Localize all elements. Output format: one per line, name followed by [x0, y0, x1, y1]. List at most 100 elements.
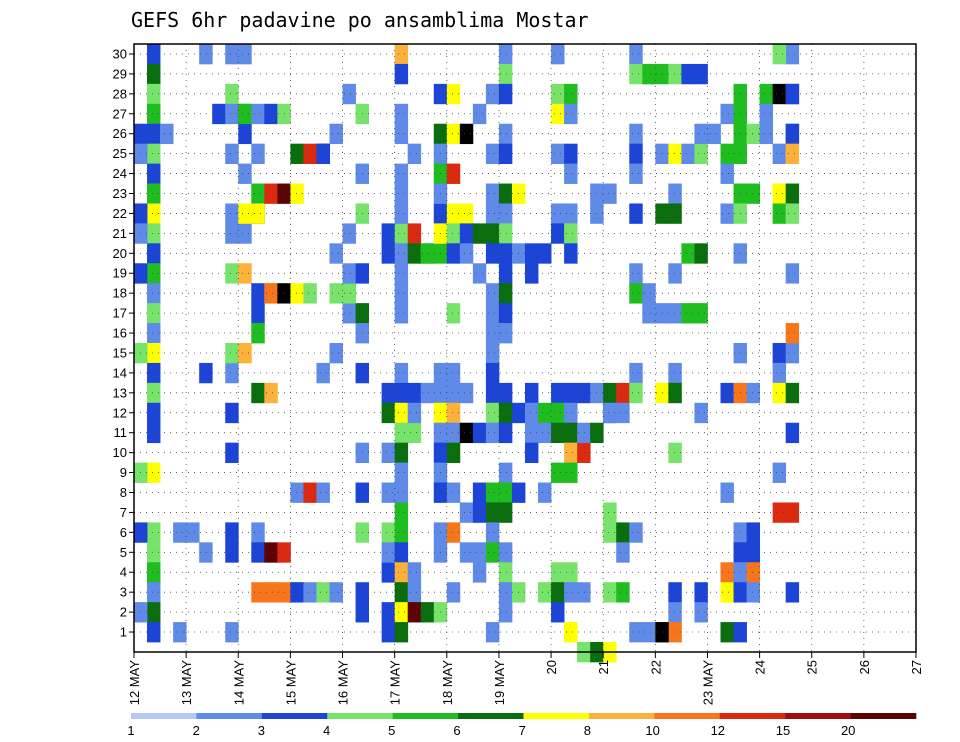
heatmap-cell	[238, 163, 252, 184]
heatmap-cell	[394, 243, 409, 264]
heatmap-cell	[603, 502, 617, 523]
y-tick-label: 13	[113, 385, 127, 400]
heatmap-cell	[759, 103, 774, 125]
heatmap-cell	[629, 63, 643, 85]
heatmap-cell	[485, 343, 500, 364]
heatmap-cell	[225, 263, 239, 284]
heatmap-cell	[485, 502, 500, 523]
heatmap-cell	[329, 283, 343, 304]
heatmap-cell	[498, 183, 513, 204]
heatmap-cell	[251, 582, 265, 603]
heatmap-cell	[564, 382, 578, 404]
heatmap-cell	[485, 143, 500, 164]
y-tick-label: 28	[113, 86, 127, 101]
heatmap-cell	[381, 243, 396, 264]
heatmap-cell	[316, 362, 330, 384]
heatmap-cell	[564, 582, 578, 603]
heatmap-cell	[629, 382, 643, 404]
heatmap-cell	[147, 83, 161, 105]
heatmap-cell	[147, 44, 161, 65]
x-tick-label: 12 MAY	[127, 660, 142, 706]
heatmap-cell	[772, 83, 787, 105]
heatmap-cell	[616, 382, 630, 404]
heatmap-cell	[147, 382, 161, 404]
heatmap-cell	[446, 362, 461, 384]
heatmap-cell	[407, 143, 422, 164]
heatmap-cell	[498, 422, 513, 444]
heatmap-cell	[564, 422, 578, 444]
heatmap-cell	[394, 462, 409, 483]
heatmap-cell	[564, 103, 578, 125]
colorbar-segment	[654, 713, 721, 719]
heatmap-cell	[394, 263, 409, 284]
heatmap-cell	[225, 223, 239, 244]
colorbar-segment	[850, 713, 917, 719]
heatmap-cell	[290, 482, 304, 503]
heatmap-cell	[772, 502, 787, 523]
heatmap-cell	[616, 522, 630, 543]
heatmap-cell	[538, 582, 552, 603]
heatmap-cell	[746, 183, 760, 204]
heatmap-cell	[668, 442, 682, 463]
y-axis: 1234567891011121314151617181920212223242…	[113, 46, 134, 640]
heatmap-cell	[394, 203, 409, 224]
y-tick-label: 26	[113, 126, 127, 141]
heatmap-cell	[459, 542, 474, 563]
colorbar-label: 7	[519, 723, 526, 738]
heatmap-cell	[446, 522, 461, 543]
heatmap-cell	[225, 402, 239, 424]
heatmap-cell	[564, 143, 578, 164]
heatmap-cell	[407, 422, 422, 444]
heatmap-cell	[772, 44, 787, 65]
y-tick-label: 25	[113, 146, 127, 161]
x-tick-label: 13 MAY	[179, 660, 194, 706]
y-tick-label: 12	[113, 405, 127, 420]
heatmap-cell	[251, 303, 265, 324]
heatmap-cell	[629, 163, 643, 184]
x-tick-label: 14 MAY	[231, 660, 246, 706]
heatmap-cell	[772, 203, 787, 224]
heatmap-cell	[147, 163, 161, 184]
heatmap-cell	[147, 243, 161, 264]
heatmap-cell	[629, 123, 643, 145]
colorbar: 1 2 3 4 5 6 7 8 10 12 15 20	[127, 713, 917, 738]
y-tick-label: 14	[113, 365, 127, 380]
heatmap-cell	[225, 362, 239, 384]
heatmap-cell	[720, 143, 734, 164]
heatmap-cell	[694, 63, 708, 85]
heatmap-cell	[394, 442, 409, 463]
heatmap-cell	[498, 123, 513, 145]
heatmap-cell	[394, 382, 409, 404]
heatmap-cell	[394, 422, 409, 444]
heatmap-cell	[642, 283, 656, 304]
heatmap-cell	[147, 582, 161, 603]
heatmap-cell	[394, 163, 409, 184]
heatmap-cell	[472, 223, 487, 244]
heatmap-cell	[629, 362, 643, 384]
heatmap-cell	[459, 223, 474, 244]
heatmap-cell	[485, 323, 500, 344]
heatmap-cell	[538, 482, 552, 503]
heatmap-cell	[225, 83, 239, 105]
heatmap-cell	[173, 622, 187, 643]
heatmap-cell	[225, 44, 239, 65]
heatmap-cell	[147, 422, 161, 444]
heatmap-cell	[551, 602, 565, 623]
heatmap-cell	[238, 44, 252, 65]
heatmap-cell	[772, 382, 787, 404]
heatmap-cell	[394, 123, 409, 145]
heatmap-cell	[147, 103, 161, 125]
heatmap-cell	[420, 382, 435, 404]
heatmap-cell	[251, 183, 265, 204]
heatmap-cell	[407, 243, 422, 264]
y-tick-label: 22	[113, 206, 127, 221]
y-tick-label: 2	[120, 605, 127, 620]
heatmap-cell	[238, 123, 252, 145]
heatmap-cell	[498, 83, 513, 105]
heatmap-cell	[668, 602, 682, 623]
heatmap-cell	[446, 382, 461, 404]
heatmap-cell	[785, 502, 800, 523]
heatmap-cell	[564, 442, 578, 463]
heatmap-cell	[199, 362, 213, 384]
